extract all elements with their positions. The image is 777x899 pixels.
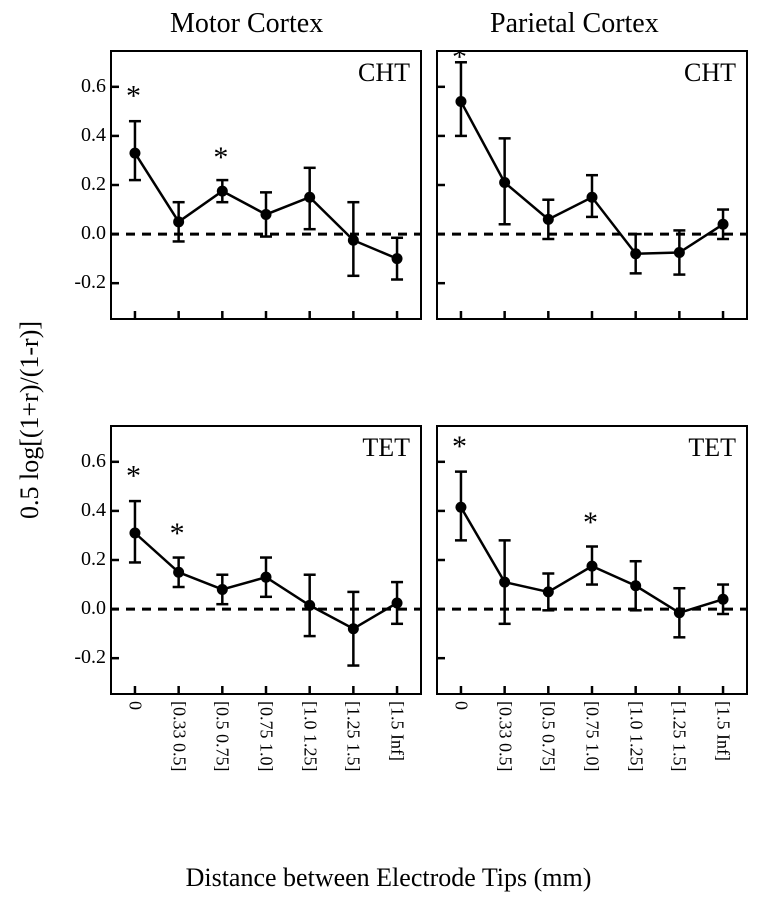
significance-star: * [583, 506, 598, 539]
x-tick-label: [1.25 1.5] [343, 701, 364, 772]
x-tick-label: [1.0 1.25] [299, 701, 320, 772]
x-tick-label: [0.33 0.5] [168, 701, 189, 772]
panel-parietal-tet: **TET0[0.33 0.5][0.5 0.75][0.75 1.0][1.0… [436, 425, 750, 790]
figure-root: Motor Cortex Parietal Cortex 0.5 log[(1+… [0, 0, 777, 899]
y-tick-label: -0.2 [62, 271, 106, 294]
x-tick-label: [0.33 0.5] [494, 701, 515, 772]
x-tick-label: [0.75 1.0] [582, 701, 603, 772]
significance-star: * [126, 80, 141, 113]
y-axis-label: 0.5 log[(1+r)/(1-r)] [15, 321, 45, 519]
y-tick-label: 0.6 [62, 75, 106, 98]
significance-star: * [126, 459, 141, 492]
x-tick-label: [0.5 0.75] [538, 701, 559, 772]
x-tick-label: [1.25 1.5] [669, 701, 690, 772]
x-tick-label: [1.5 Inf] [387, 701, 408, 761]
column-title-left: Motor Cortex [170, 8, 323, 40]
y-tick-label: 0.4 [62, 124, 106, 147]
x-tick-label: 0 [450, 701, 471, 710]
x-axis-label: Distance between Electrode Tips (mm) [0, 863, 777, 893]
y-tick-label: 0.0 [62, 222, 106, 245]
panel-svg: ** [436, 425, 748, 695]
y-tick-label: 0.2 [62, 173, 106, 196]
y-tick-label: 0.6 [62, 450, 106, 473]
x-tick-label: [1.5 Inf] [713, 701, 734, 761]
significance-star: * [170, 517, 185, 550]
panel-motor-tet: **TET-0.20.00.20.40.60[0.33 0.5][0.5 0.7… [110, 425, 424, 790]
panel-svg: ** [110, 50, 422, 320]
y-tick-label: 0.4 [62, 499, 106, 522]
x-tick-label: 0 [124, 701, 145, 710]
column-title-right: Parietal Cortex [490, 8, 659, 40]
significance-star: * [452, 50, 467, 73]
panel-svg: * [436, 50, 748, 320]
y-tick-label: 0.0 [62, 597, 106, 620]
panel-svg: ** [110, 425, 422, 695]
panel-motor-cht: **CHT-0.20.00.20.40.6 [110, 50, 424, 415]
significance-star: * [452, 430, 467, 463]
significance-star: * [213, 141, 228, 174]
x-tick-label: [1.0 1.25] [625, 701, 646, 772]
panel-parietal-cht: *CHT [436, 50, 750, 415]
y-tick-label: 0.2 [62, 548, 106, 571]
y-tick-label: -0.2 [62, 646, 106, 669]
panel-grid: **CHT-0.20.00.20.40.6*CHT**TET-0.20.00.2… [110, 50, 750, 790]
x-tick-label: [0.5 0.75] [212, 701, 233, 772]
x-tick-label: [0.75 1.0] [256, 701, 277, 772]
